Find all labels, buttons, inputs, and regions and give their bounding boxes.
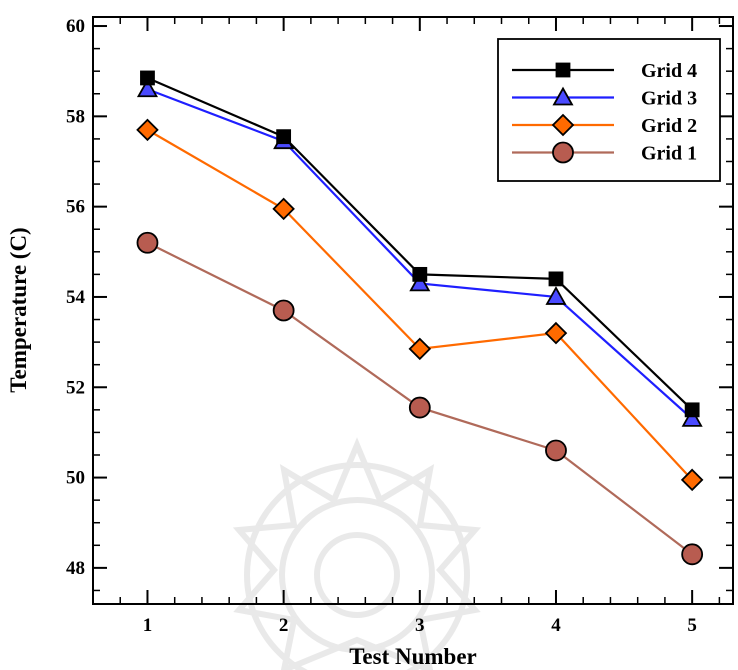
data-point-grid-1 xyxy=(136,231,159,254)
y-axis-title: Temperature (C) xyxy=(6,227,31,392)
legend-label-grid-4: Grid 4 xyxy=(641,60,697,82)
x-tick-label: 2 xyxy=(279,615,289,636)
data-point-grid-1 xyxy=(272,299,295,322)
data-point-grid-2 xyxy=(680,468,704,492)
series-grid-4 xyxy=(140,70,700,418)
data-point-grid-4 xyxy=(140,70,155,86)
data-point-grid-4 xyxy=(276,129,292,145)
data-point-grid-1 xyxy=(545,439,567,462)
x-tick-label: 3 xyxy=(415,615,425,636)
data-point-grid-2 xyxy=(544,321,568,345)
y-tick-label: 60 xyxy=(66,16,85,37)
data-point-grid-1 xyxy=(681,543,704,566)
data-point-grid-4 xyxy=(412,266,428,282)
y-tick-label: 54 xyxy=(66,287,86,308)
x-axis-title: Test Number xyxy=(349,644,477,669)
plot-frame xyxy=(92,16,734,605)
y-tick-label: 52 xyxy=(66,377,85,398)
series-grid-2 xyxy=(136,118,704,492)
legend: Grid 4 Grid 3 Grid 2 Grid 1 xyxy=(497,38,721,182)
legend-label-grid-1: Grid 1 xyxy=(641,143,697,165)
data-point-grid-3 xyxy=(409,272,431,292)
data-point-grid-2 xyxy=(408,337,432,361)
data-point-grid-4 xyxy=(548,271,564,287)
data-point-grid-1 xyxy=(408,396,431,419)
x-tick-label: 5 xyxy=(687,615,697,636)
data-point-grid-3 xyxy=(681,408,703,427)
y-tick-label: 48 xyxy=(66,558,85,579)
data-point-grid-3 xyxy=(136,78,159,98)
x-tick-label: 4 xyxy=(551,615,561,636)
legend-marker-grid-3 xyxy=(552,86,574,106)
legend-marker-grid-4 xyxy=(555,62,571,78)
watermark-logo xyxy=(232,437,482,670)
data-point-grid-2 xyxy=(272,197,295,221)
series-line-grid-2 xyxy=(146,128,693,481)
x-tick-label: 1 xyxy=(143,615,153,636)
y-tick-label: 50 xyxy=(66,468,85,489)
data-point-grid-4 xyxy=(684,402,700,418)
data-point-grid-3 xyxy=(545,286,567,305)
data-point-grid-2 xyxy=(136,118,159,142)
series-grid-3 xyxy=(136,78,703,427)
y-tick-label: 56 xyxy=(66,197,85,218)
series-grid-1 xyxy=(136,231,704,566)
legend-label-grid-3: Grid 3 xyxy=(641,88,697,110)
legend-marker-grid-1 xyxy=(552,141,574,164)
legend-marker-grid-2 xyxy=(551,113,575,137)
y-tick-label: 58 xyxy=(66,106,85,127)
legend-box xyxy=(497,38,721,182)
legend-label-grid-2: Grid 2 xyxy=(641,115,697,137)
